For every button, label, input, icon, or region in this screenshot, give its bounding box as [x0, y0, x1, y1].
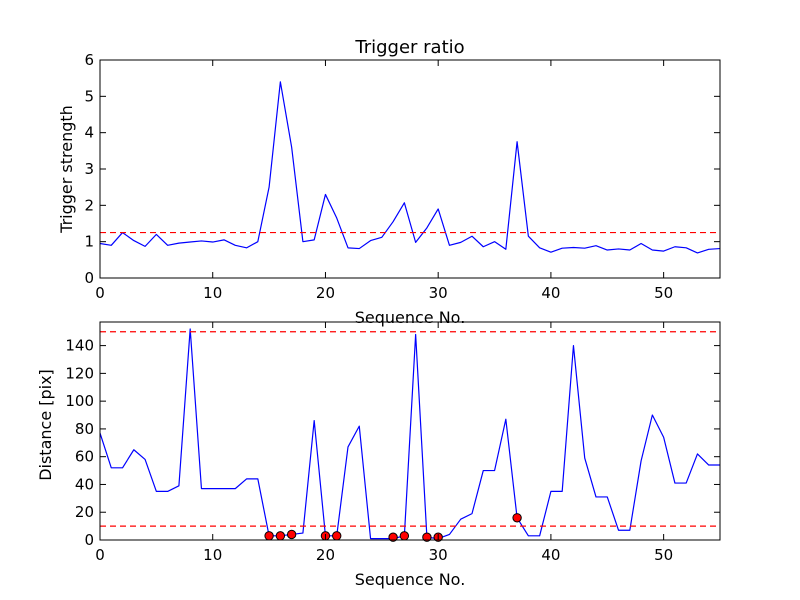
chart-title: Trigger ratio	[354, 37, 464, 58]
y-tick-label: 100	[65, 392, 94, 410]
trigger-ratio-ticks: 0 10 20 30 40 50 0 1 2 3 4 5 6	[84, 51, 720, 302]
distance-plot: 0 10 20 30 40 50 0 20 40 60 80 100 120 140 Sequence N…	[36, 321, 721, 589]
x-tick-label: 30	[429, 546, 448, 564]
trigger-ratio-content	[99, 81, 721, 254]
x-tick-label: 50	[654, 546, 673, 564]
y-axis-label: Distance [pix]	[36, 369, 55, 481]
distance-marker-point	[388, 532, 398, 542]
y-tick-label: 40	[75, 475, 94, 493]
x-axis-label: Sequence No.	[355, 570, 466, 589]
y-tick-label: 0	[84, 531, 94, 549]
distance-marker-point	[422, 532, 432, 542]
distance-content	[99, 328, 720, 542]
y-tick-label: 20	[75, 503, 94, 521]
y-tick-label: 80	[75, 420, 94, 438]
x-tick-label: 20	[316, 546, 335, 564]
distance-marker-point	[264, 531, 274, 541]
x-tick-label: 0	[95, 546, 105, 564]
y-tick-label: 2	[84, 196, 94, 214]
distance-axes-frame	[99, 321, 721, 541]
distance-marker-point	[275, 531, 286, 541]
x-tick-label: 40	[541, 284, 560, 302]
x-tick-label: 20	[316, 284, 335, 302]
y-tick-label: 0	[84, 269, 94, 287]
distance-marker-point	[399, 531, 410, 541]
x-tick-label: 50	[654, 284, 673, 302]
y-tick-label: 6	[84, 51, 94, 69]
y-axis-label: Trigger strength	[57, 105, 76, 234]
y-tick-label: 5	[84, 87, 94, 105]
distance-series-line	[99, 328, 720, 540]
trigger-ratio-plot: Trigger ratio 0 10 20 30 40 50 0 1 2 3 4 5 6 Sequenc…	[57, 37, 721, 327]
distance-ticks: 0 10 20 30 40 50 0 20 40 60 80 100 120 140	[65, 322, 720, 564]
distance-marker-point	[286, 529, 297, 540]
y-tick-label: 4	[84, 124, 94, 142]
y-tick-label: 1	[84, 233, 94, 251]
distance-marker-point	[512, 513, 522, 523]
y-tick-label: 3	[84, 160, 94, 178]
y-tick-label: 60	[75, 448, 94, 466]
distance-marker-point	[332, 531, 342, 541]
x-tick-label: 30	[429, 284, 448, 302]
x-tick-label: 10	[203, 284, 222, 302]
y-tick-label: 140	[65, 337, 94, 355]
x-tick-label: 0	[95, 284, 105, 302]
trigger-series-line	[99, 81, 721, 254]
y-tick-label: 120	[65, 364, 94, 382]
x-tick-label: 40	[541, 546, 560, 564]
x-axis-label: Sequence No.	[355, 308, 466, 327]
x-tick-label: 10	[203, 546, 222, 564]
